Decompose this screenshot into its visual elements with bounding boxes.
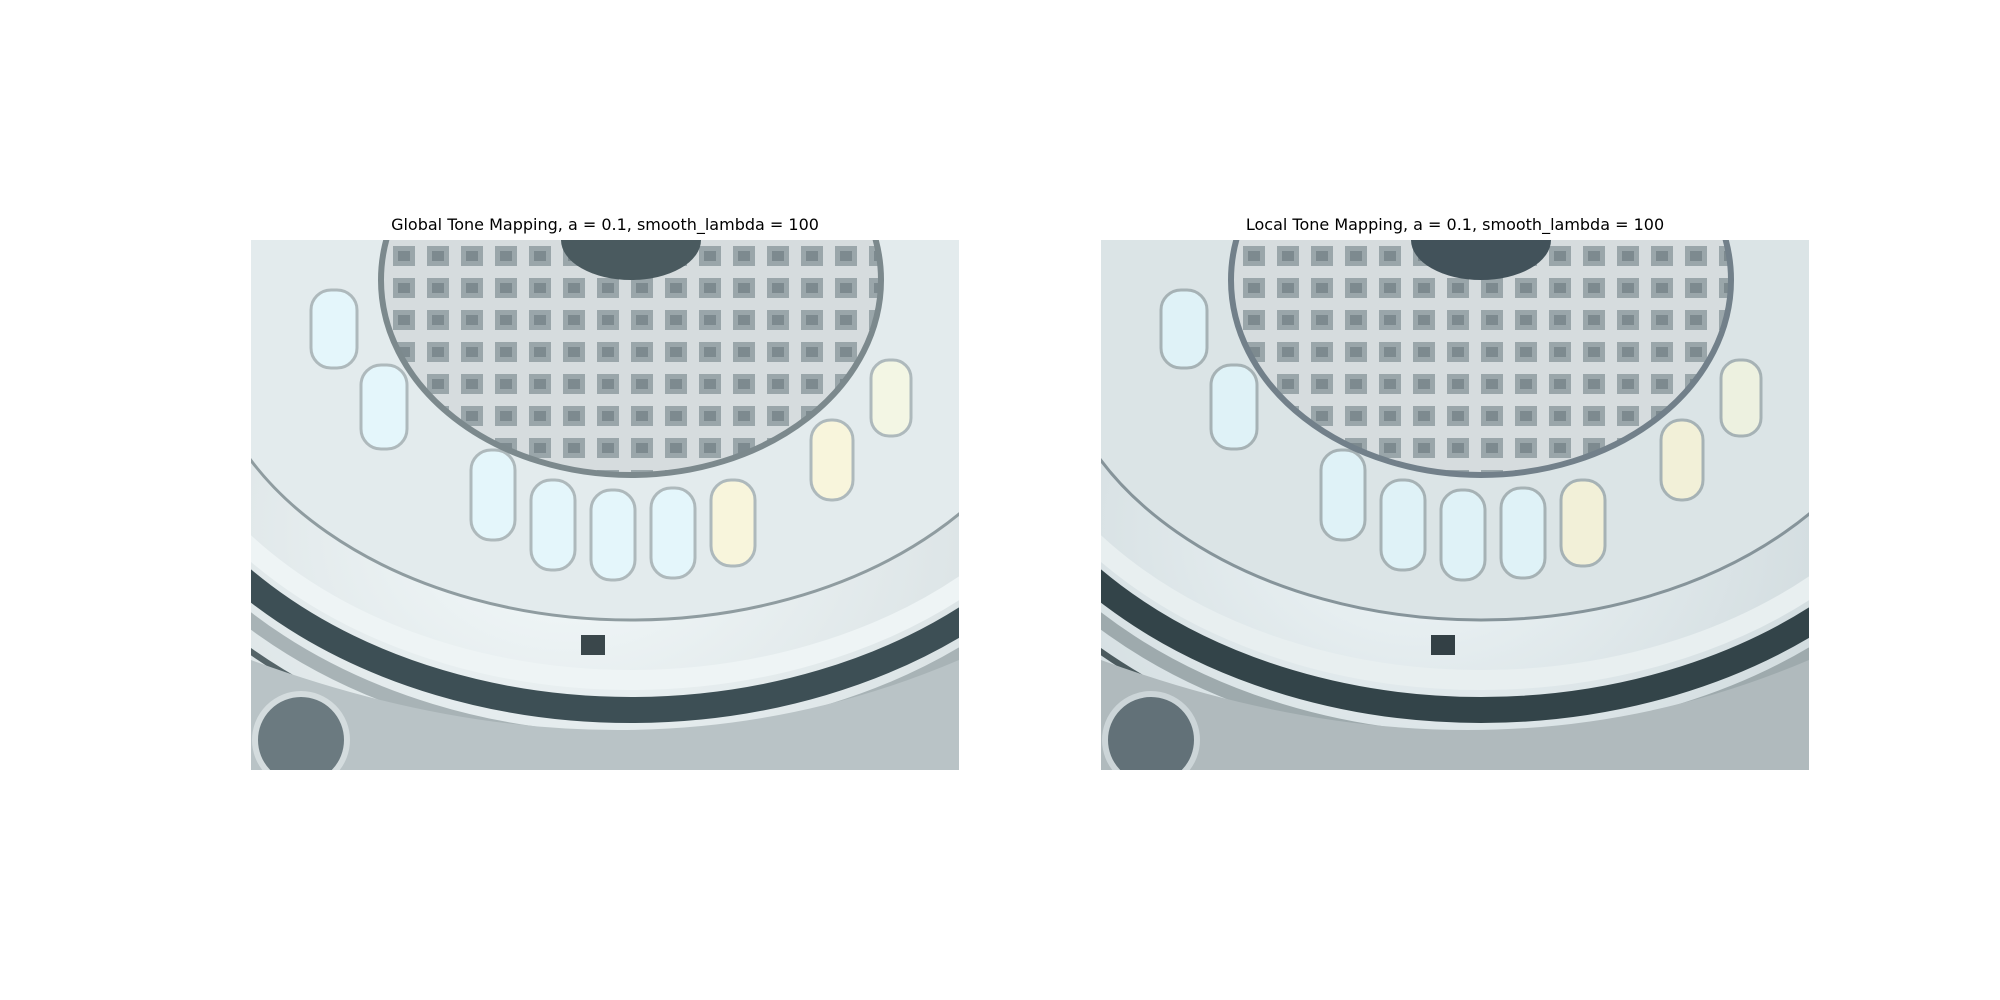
dome-image [1101,240,1809,770]
dome-image [251,240,959,770]
panel-title: Global Tone Mapping, a = 0.1, smooth_lam… [391,215,819,234]
panel-local: Local Tone Mapping, a = 0.1, smooth_lamb… [1101,210,1809,770]
panel-title: Local Tone Mapping, a = 0.1, smooth_lamb… [1245,215,1665,234]
panel-global: Global Tone Mapping, a = 0.1, smooth_lam… [251,210,959,770]
